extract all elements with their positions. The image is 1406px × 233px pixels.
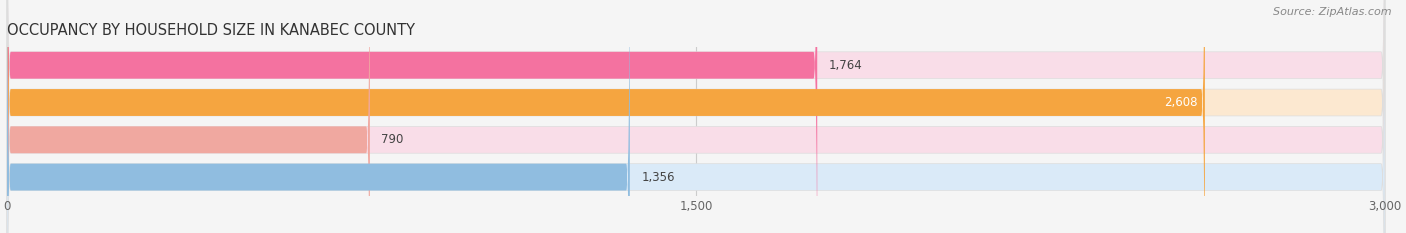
- FancyBboxPatch shape: [7, 0, 1385, 233]
- Text: OCCUPANCY BY HOUSEHOLD SIZE IN KANABEC COUNTY: OCCUPANCY BY HOUSEHOLD SIZE IN KANABEC C…: [7, 24, 415, 38]
- Text: 1,356: 1,356: [641, 171, 675, 184]
- FancyBboxPatch shape: [7, 0, 1385, 233]
- FancyBboxPatch shape: [7, 0, 370, 233]
- Text: 790: 790: [381, 133, 404, 146]
- Text: Source: ZipAtlas.com: Source: ZipAtlas.com: [1274, 7, 1392, 17]
- Text: 2,608: 2,608: [1164, 96, 1198, 109]
- FancyBboxPatch shape: [7, 0, 1385, 233]
- FancyBboxPatch shape: [7, 0, 1385, 233]
- Text: 1,764: 1,764: [828, 59, 862, 72]
- FancyBboxPatch shape: [7, 0, 1205, 233]
- FancyBboxPatch shape: [7, 0, 630, 233]
- FancyBboxPatch shape: [7, 0, 817, 233]
